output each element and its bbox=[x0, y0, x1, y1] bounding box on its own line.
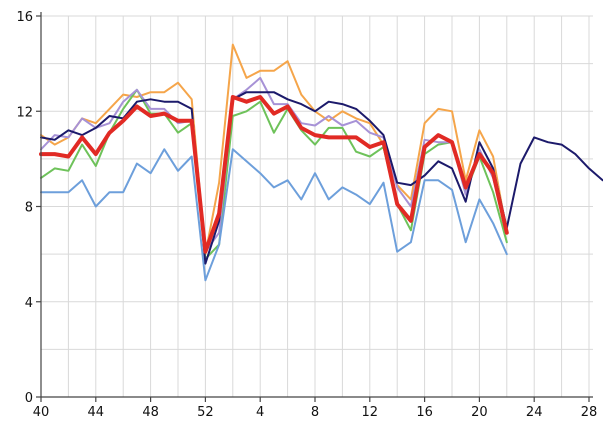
x-tick-label: 24 bbox=[526, 405, 543, 420]
y-tick-label: 8 bbox=[25, 201, 33, 216]
axes bbox=[36, 12, 593, 402]
x-tick-label: 52 bbox=[197, 405, 214, 420]
y-tick-label: 4 bbox=[25, 296, 33, 311]
series-line-1 bbox=[40, 43, 508, 256]
x-tick-label: 8 bbox=[311, 405, 319, 420]
x-tick-label: 16 bbox=[416, 405, 433, 420]
x-tick-label: 44 bbox=[88, 405, 105, 420]
x-tick-label: 48 bbox=[142, 405, 159, 420]
x-tick-label: 4 bbox=[256, 405, 264, 420]
gridlines bbox=[41, 15, 593, 397]
y-tick-labels: 0 4 8 12 16 bbox=[16, 10, 33, 406]
y-tick-label: 16 bbox=[16, 10, 33, 25]
x-tick-label: 28 bbox=[581, 405, 598, 420]
x-tick-label: 40 bbox=[33, 405, 50, 420]
y-tick-label: 12 bbox=[16, 105, 33, 120]
x-tick-labels: 404448524812162024283236 bbox=[33, 405, 598, 420]
series-line-6 bbox=[39, 95, 509, 254]
series-line-5 bbox=[40, 91, 603, 265]
y-tick-label: 0 bbox=[25, 391, 33, 406]
x-tick-label: 20 bbox=[471, 405, 488, 420]
series-line-3 bbox=[40, 76, 508, 253]
series-line-4 bbox=[40, 148, 508, 282]
x-tick-label: 12 bbox=[362, 405, 379, 420]
series-lines bbox=[39, 43, 603, 282]
